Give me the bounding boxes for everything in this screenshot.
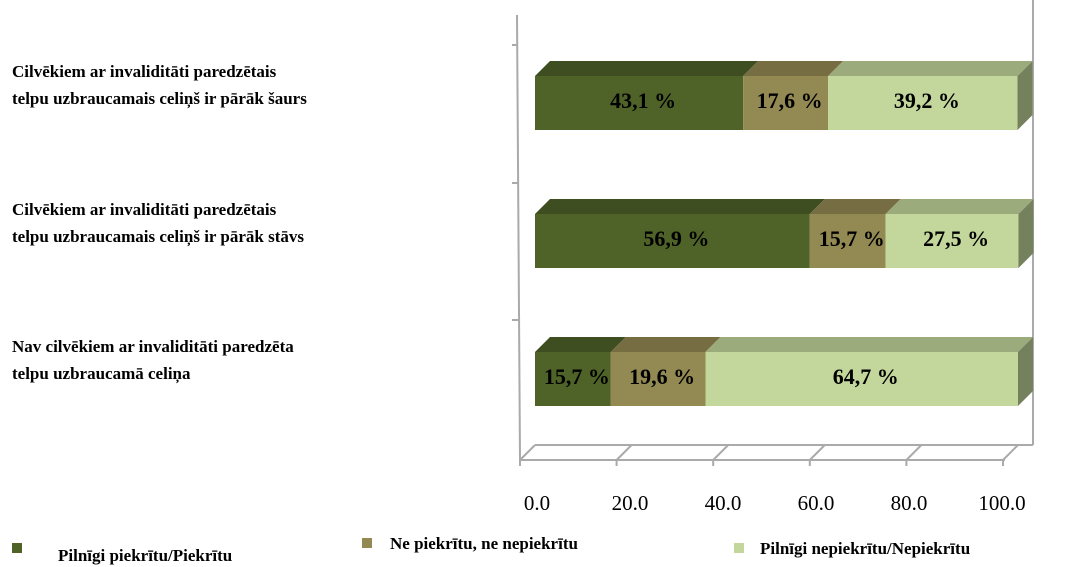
bar (743, 76, 829, 130)
bar-top (705, 337, 1033, 352)
bar-side (1018, 337, 1033, 406)
x-tick-label: 20.0 (612, 491, 649, 515)
bar-side (1018, 199, 1034, 268)
bar-top (610, 337, 721, 352)
x-tick (712, 444, 729, 461)
bar (828, 76, 1018, 130)
value-label: 27,5 % (923, 226, 989, 251)
x-tick (809, 444, 826, 461)
category-label: Cilvēkiem ar invaliditāti paredzētais te… (12, 62, 307, 108)
value-label: 64,7 % (833, 364, 899, 389)
value-label: 15,7 % (544, 364, 610, 389)
bar-top (535, 199, 825, 214)
value-label: 17,6 % (757, 88, 823, 113)
x-tick-label: 0.0 (524, 491, 550, 515)
category-label: Cilvēkiem ar invaliditāti paredzētais te… (12, 200, 305, 246)
bar (809, 214, 886, 268)
legend-marker (362, 538, 372, 548)
legend-label: Pilnīgi nepiekrītu/Nepiekrītu (760, 539, 970, 558)
bar-top (535, 337, 626, 352)
bar-top (828, 61, 1033, 76)
bar-top (535, 61, 759, 76)
category-label: Nav cilvēkiem ar invaliditāti paredzēta … (12, 337, 294, 383)
x-tick-label: 60.0 (798, 491, 835, 515)
bar-side (1017, 61, 1033, 130)
value-label: 56,9 % (643, 226, 709, 251)
legend-marker (734, 543, 744, 553)
x-tick (905, 444, 923, 461)
legend-label: Ne piekrītu, ne nepiekrītu (390, 534, 578, 553)
value-label: 15,7 % (819, 226, 885, 251)
value-label: 43,1 % (610, 88, 676, 113)
bar (535, 76, 744, 130)
x-tick-label: 80.0 (891, 491, 928, 515)
value-label: 39,2 % (894, 88, 960, 113)
bar (885, 214, 1019, 268)
bar (610, 352, 706, 406)
x-tick-label: 40.0 (705, 491, 742, 515)
bar-top (809, 199, 901, 214)
x-tick (1002, 444, 1019, 461)
x-tick (519, 444, 536, 461)
bar (535, 214, 810, 268)
legend-marker (12, 543, 22, 553)
x-tick (615, 444, 633, 461)
bar-top (743, 61, 844, 76)
bar-top (885, 199, 1034, 214)
bar (535, 352, 611, 406)
legend-label: Pilnīgi piekrītu/Piekrītu (58, 546, 232, 565)
value-label: 19,6 % (629, 364, 695, 389)
x-tick-label: 100.0 (978, 491, 1025, 515)
bar (705, 352, 1018, 406)
back-axis (516, 14, 521, 461)
